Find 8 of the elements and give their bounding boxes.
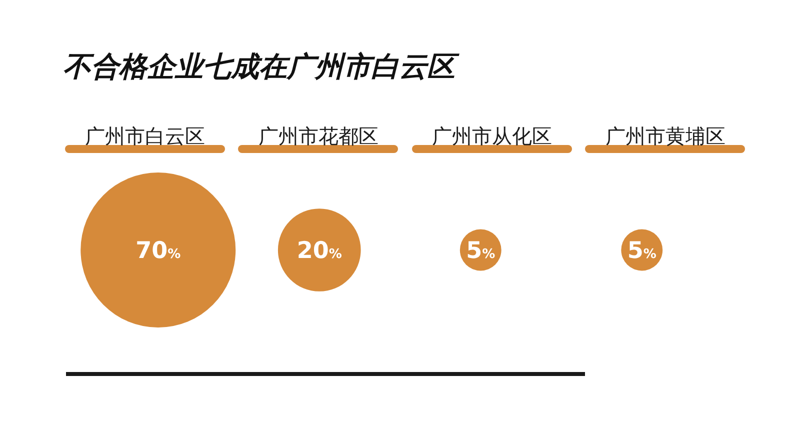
category-label: 广州市白云区: [84, 124, 206, 148]
category-label: 广州市从化区: [430, 124, 553, 148]
data-label: 70%: [136, 238, 181, 264]
category-label: 广州市花都区: [257, 124, 380, 148]
data-label: 5%: [466, 238, 496, 264]
data-label: 5%: [627, 238, 656, 264]
data-label: 20%: [296, 238, 342, 264]
category-label: 广州市黄埔区: [604, 124, 726, 148]
